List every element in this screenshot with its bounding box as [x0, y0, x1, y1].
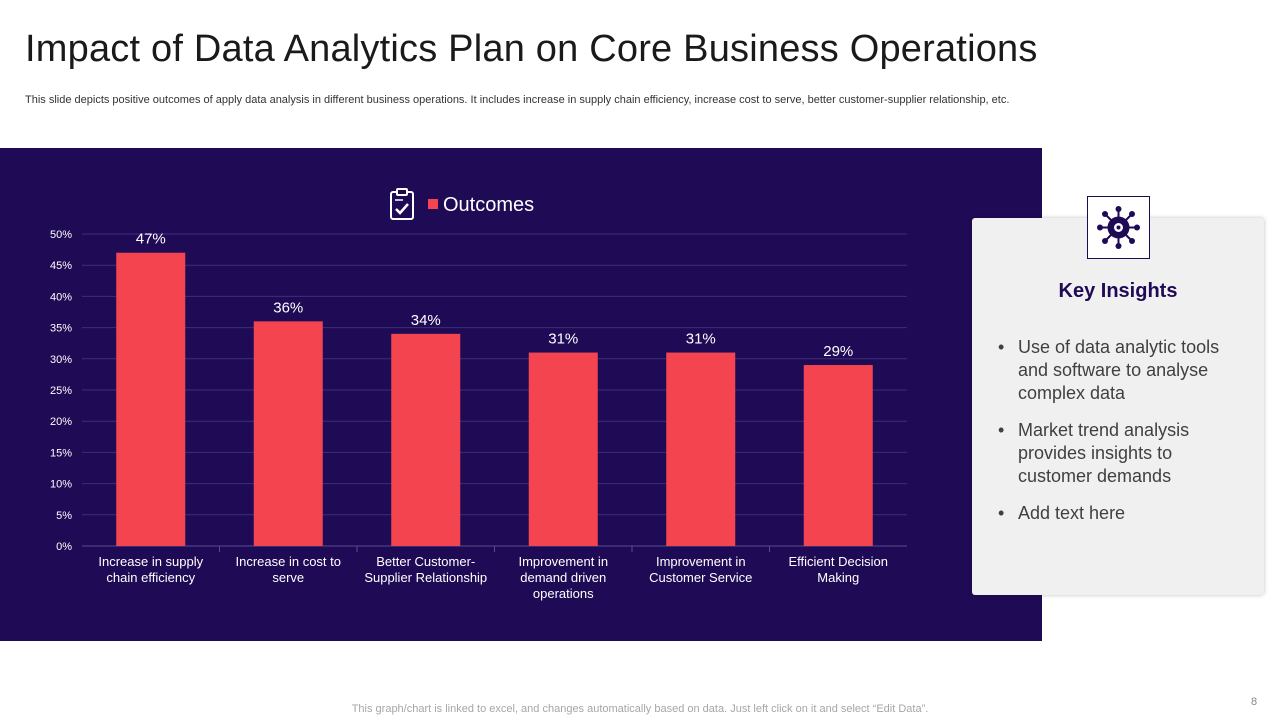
x-tick-label: Efficient Decision — [789, 554, 888, 569]
data-label: 29% — [823, 343, 853, 360]
bar-3 — [391, 333, 461, 546]
y-tick-label: 0% — [56, 541, 72, 553]
key-insights-title: Key Insights — [1058, 280, 1178, 302]
insight-item: Market trend analysis provides insights … — [998, 419, 1248, 488]
y-tick-label: 15% — [50, 447, 72, 459]
data-label: 31% — [686, 331, 716, 348]
clipboard-check-icon — [390, 188, 414, 220]
chart-legend: Outcomes — [390, 188, 534, 220]
chart-panel: 0% 5% 10% 15% 20% 25% 30% 35% 40% 45% 50% 47% Increa… — [0, 148, 1042, 641]
x-tick-label: chain efficiency — [106, 570, 195, 585]
x-tick-label: Improvement in — [518, 554, 608, 569]
bar-5 — [666, 352, 736, 546]
legend-label-outcomes: Outcomes — [443, 194, 534, 216]
legend-swatch-outcomes — [428, 199, 438, 209]
network-gear-icon — [1097, 206, 1140, 249]
x-tick-label: Supplier Relationship — [364, 570, 487, 585]
bar-chart: 0% 5% 10% 15% 20% 25% 30% 35% 40% 45% 50% 47% Increa… — [50, 188, 907, 601]
y-tick-label: 10% — [50, 479, 72, 491]
y-tick-label: 45% — [50, 260, 72, 272]
data-label: 47% — [136, 231, 166, 248]
bar-4 — [528, 352, 598, 546]
y-tick-label: 35% — [50, 323, 72, 335]
insight-item: Add text here — [998, 502, 1248, 525]
insights-icon-box — [1087, 196, 1150, 259]
page-number: 8 — [1251, 696, 1258, 708]
gridlines — [82, 233, 907, 552]
x-tick-label: Increase in cost to — [236, 554, 342, 569]
x-tick-label: Making — [817, 570, 859, 585]
x-tick-label: Improvement in — [656, 554, 746, 569]
y-tick-label: 50% — [50, 229, 72, 241]
x-tick-label: Customer Service — [649, 570, 752, 585]
slide-subtitle: This slide depicts positive outcomes of … — [25, 94, 1010, 106]
data-label: 31% — [548, 331, 578, 348]
slide-title: Impact of Data Analytics Plan on Core Bu… — [25, 28, 1038, 70]
x-tick-label: Increase in supply — [98, 554, 203, 569]
x-tick-label: operations — [533, 586, 594, 601]
key-insights-card: Key Insights Use of data analytic tools … — [972, 218, 1264, 595]
bar-2 — [253, 321, 323, 546]
bars — [116, 252, 873, 546]
insight-item: Use of data analytic tools and software … — [998, 336, 1248, 405]
y-tick-label: 30% — [50, 354, 72, 366]
footer-note: This graph/chart is linked to excel, and… — [351, 703, 929, 715]
y-tick-label: 5% — [56, 510, 72, 522]
x-tick-label: demand driven — [520, 570, 606, 585]
bar-6 — [803, 365, 873, 546]
y-tick-label: 25% — [50, 385, 72, 397]
bar-1 — [116, 252, 186, 546]
x-tick-label: serve — [272, 570, 304, 585]
chart-labels: 0% 5% 10% 15% 20% 25% 30% 35% 40% 45% 50% 47% Increa… — [50, 229, 888, 601]
data-label: 34% — [411, 312, 441, 329]
y-tick-label: 20% — [50, 416, 72, 428]
key-insights-list: Use of data analytic tools and software … — [998, 336, 1248, 539]
x-tick-label: Better Customer- — [376, 554, 475, 569]
data-label: 36% — [273, 299, 303, 316]
y-tick-label: 40% — [50, 291, 72, 303]
